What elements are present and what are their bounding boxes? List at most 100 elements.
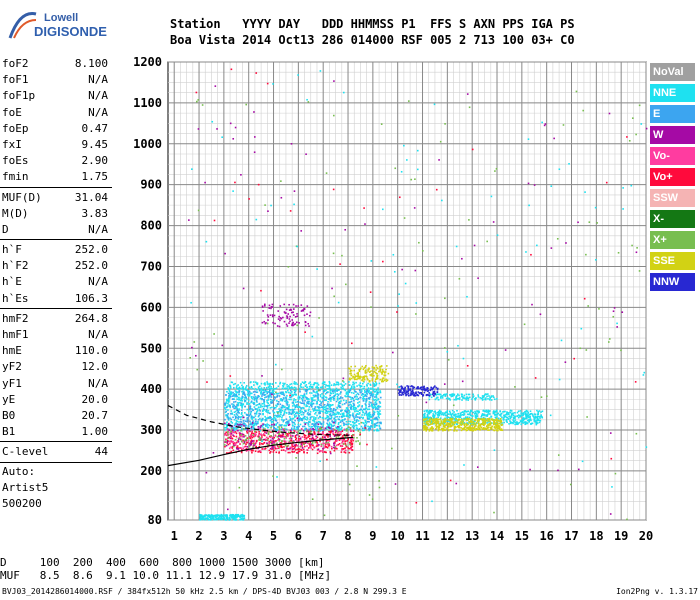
echo-point xyxy=(316,443,319,446)
echo-point xyxy=(337,422,340,424)
echo-point xyxy=(248,390,250,392)
echo-point xyxy=(283,303,286,306)
echo-point xyxy=(501,422,503,424)
echo-point xyxy=(321,397,323,399)
echo-point xyxy=(267,426,270,429)
param-key: fmin xyxy=(2,170,29,184)
echo-point xyxy=(381,378,384,381)
echo-point xyxy=(304,324,307,327)
echo-point xyxy=(267,423,269,426)
echo-point xyxy=(220,518,223,521)
echo-point xyxy=(357,430,360,432)
echo-point xyxy=(353,385,355,388)
echo-point xyxy=(292,409,294,411)
echo-point xyxy=(636,247,638,249)
echo-point xyxy=(266,322,269,325)
echo-point xyxy=(306,305,309,307)
echo-point xyxy=(246,393,249,396)
echo-point xyxy=(426,388,428,391)
echo-point xyxy=(355,429,357,431)
echo-point xyxy=(333,295,335,298)
echo-point xyxy=(317,389,320,392)
echo-point xyxy=(247,439,250,442)
echo-point xyxy=(376,374,378,377)
echo-point xyxy=(232,428,235,430)
echo-point xyxy=(315,386,317,389)
echo-point xyxy=(517,416,520,419)
param-key: h`Es xyxy=(2,291,29,305)
echo-point xyxy=(199,519,201,521)
echo-point xyxy=(321,417,324,419)
echo-point xyxy=(534,413,536,415)
echo-point xyxy=(316,402,318,405)
echo-point xyxy=(324,442,326,445)
echo-point xyxy=(308,435,311,438)
echo-point xyxy=(373,399,376,401)
echo-point xyxy=(297,397,299,399)
echo-point xyxy=(426,409,429,412)
echo-point xyxy=(316,387,319,390)
echo-point xyxy=(446,424,448,426)
echo-point xyxy=(441,422,444,425)
echo-point xyxy=(202,518,205,521)
echo-point xyxy=(358,404,361,406)
echo-point xyxy=(336,393,339,395)
echo-point xyxy=(328,425,330,428)
echo-point xyxy=(305,430,308,432)
echo-point xyxy=(244,412,246,414)
echo-point xyxy=(280,406,283,409)
echo-point xyxy=(264,303,266,306)
echo-point xyxy=(351,443,354,446)
echo-point xyxy=(494,416,497,419)
echo-point xyxy=(303,436,306,439)
echo-point xyxy=(484,398,487,401)
echo-point xyxy=(540,411,542,413)
echo-point xyxy=(271,406,273,409)
echo-point xyxy=(306,386,309,388)
echo-point xyxy=(373,418,376,421)
echo-point xyxy=(482,420,485,423)
echo-point xyxy=(228,400,230,403)
echo-point xyxy=(353,387,355,389)
echo-point xyxy=(307,409,310,412)
echo-point xyxy=(271,383,274,385)
echo-point xyxy=(285,428,288,431)
echo-point xyxy=(376,407,378,409)
echo-point xyxy=(353,373,356,376)
echo-point xyxy=(334,420,337,423)
echo-point xyxy=(247,425,250,427)
echo-point xyxy=(262,424,265,427)
echo-point xyxy=(269,447,272,450)
echo-point xyxy=(315,395,317,398)
echo-point xyxy=(503,421,505,424)
echo-point xyxy=(225,438,228,441)
echo-point xyxy=(333,412,336,415)
echo-point xyxy=(449,413,451,416)
echo-point xyxy=(337,443,340,446)
echo-point xyxy=(575,90,578,93)
echo-point xyxy=(493,398,496,401)
echo-point xyxy=(289,383,291,386)
echo-point xyxy=(304,423,307,425)
station-header: Station YYYY DAY DDD HHMMSS P1 FFS S AXN… xyxy=(170,16,700,52)
echo-point xyxy=(267,431,270,433)
echo-point xyxy=(228,395,230,397)
y-tick-label: 400 xyxy=(140,382,162,396)
echo-point xyxy=(459,416,462,418)
echo-point xyxy=(509,409,512,412)
echo-point xyxy=(341,412,344,415)
echo-point xyxy=(313,416,315,418)
echo-point xyxy=(378,382,381,385)
echo-point xyxy=(326,403,329,405)
echo-point xyxy=(266,430,269,433)
echo-point xyxy=(511,413,514,416)
echo-point xyxy=(455,396,457,399)
echo-point xyxy=(224,518,226,520)
echo-point xyxy=(513,417,516,420)
echo-point xyxy=(372,415,375,417)
echo-point xyxy=(250,401,252,404)
echo-point xyxy=(486,414,489,416)
echo-point xyxy=(500,420,502,423)
header-row-labels: Station YYYY DAY DDD HHMMSS P1 FFS S AXN… xyxy=(170,17,575,31)
echo-point xyxy=(271,446,273,449)
